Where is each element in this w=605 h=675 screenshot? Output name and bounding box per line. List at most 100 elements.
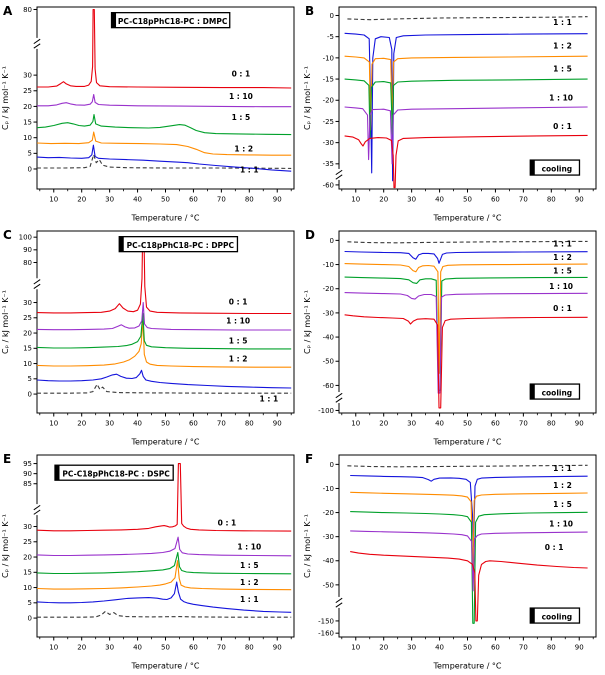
curve-label: 1 : 5 [229,336,248,345]
x-tick-label: 50 [161,196,170,204]
y-tick-label: 0 [28,165,32,173]
axis-break [34,278,40,290]
y-tick-label: -10 [323,485,334,493]
curve-label: 1 : 2 [553,481,572,490]
series-1:10 [36,301,292,331]
x-axis-label: Temperature / °C [130,662,199,671]
y-axis-label: Cₚ / kJ mol⁻¹ K⁻¹ [303,290,312,354]
y-tick-label: -30 [323,309,334,317]
cooling-label: cooling [542,164,573,173]
panel-letter: E [3,452,11,466]
y-tick-label: -50 [323,581,334,589]
y-axis-label: Cₚ / kJ mol⁻¹ K⁻¹ [1,514,10,578]
y-tick-label: -35 [323,160,334,168]
y-tick-label: -30 [323,533,334,541]
y-tick-label: -20 [323,285,334,293]
x-tick-label: 40 [133,644,142,652]
y-tick-label: 85 [23,480,32,488]
panel-F: 10 20 30 40 50 60 70 80 90 0 -10 -20 -30 -40 -50 -150 -1… [302,449,604,673]
x-tick-label: 20 [77,420,86,428]
y-tick-label: -60 [323,382,334,390]
series-1:1 [36,369,292,389]
curve-label: 0 : 1 [545,543,564,552]
curve-label: 1 : 1 [553,464,572,473]
x-tick-label: 50 [463,644,472,652]
panel-B-chart: 10 20 30 40 50 60 70 80 90 0 -5 -10 -15 -20 -25 -30 -35 -… [303,4,597,223]
series-1:5 [344,276,588,391]
series-1:5 [350,511,588,624]
series-reference [37,154,292,169]
y-axis-label: Cₚ / kJ mol⁻¹ K⁻¹ [1,66,10,130]
x-tick-label: 30 [407,420,416,428]
x-tick-label: 20 [379,420,388,428]
curve-label: 1 : 1 [553,18,572,27]
y-tick-label: 10 [23,584,32,592]
y-tick-label: 100 [19,234,32,242]
panel-F-chart: 10 20 30 40 50 60 70 80 90 0 -10 -20 -30 -40 -50 -150 -1… [303,452,597,671]
y-axis-label: Cₚ / kJ mol⁻¹ K⁻¹ [1,290,10,354]
x-tick-label: 90 [575,196,584,204]
x-tick-label: 90 [575,420,584,428]
y-tick-label: -150 [318,617,334,625]
curve-label: 0 : 1 [553,122,572,131]
x-tick-label: 40 [435,196,444,204]
y-tick-label: 80 [23,6,32,14]
y-tick-label: 10 [23,134,32,142]
x-tick-label: 70 [217,420,226,428]
y-tick-label: 0 [330,237,334,245]
y-tick-label: 25 [23,314,32,322]
x-tick-label: 90 [575,644,584,652]
panel-D: 10 20 30 40 50 60 70 80 90 0 -10 -20 -30 -40 -50 -60 -10… [302,225,604,449]
curve-label: 1 : 1 [260,395,279,404]
x-tick-label: 50 [463,196,472,204]
y-tick-label: -60 [323,181,334,189]
y-tick-label: -15 [323,75,334,83]
series-1:5 [344,78,588,139]
series-reference [347,464,588,468]
y-tick-label: 95 [23,460,32,468]
panel-letter: B [305,4,314,18]
curve-label: 1 : 2 [553,253,572,262]
y-tick-label: 30 [23,523,32,531]
y-tick-label: 0 [330,461,334,469]
x-tick-label: 20 [379,196,388,204]
x-tick-label: 80 [547,644,556,652]
curve-label: 1 : 5 [232,113,251,122]
x-tick-label: 10 [49,196,58,204]
series-1:10 [350,530,588,592]
cooling-label-accent-bar [530,160,535,176]
y-tick-label: 80 [23,259,32,267]
y-tick-label: 30 [23,299,32,307]
cooling-label-accent-bar [530,384,535,400]
x-tick-label: 60 [189,420,198,428]
y-tick-label: 0 [330,12,334,20]
title-box-label: PC-C18pPhC18-PC : DMPC [118,17,228,26]
curve-label: 0 : 1 [553,304,572,313]
x-tick-label: 10 [351,644,360,652]
curve-label: 1 : 5 [553,266,572,275]
panel-C-chart: 10 20 30 40 50 60 70 80 90 0 5 10 15 20 25 30 80 90 100 0 :… [1,228,295,447]
x-axis-label: Temperature / °C [130,214,199,223]
x-tick-label: 60 [189,644,198,652]
series-1:10 [344,106,588,165]
curve-label: 1 : 2 [234,144,253,153]
curve-label: 1 : 10 [549,520,573,529]
curve-label: 1 : 1 [240,595,259,604]
title-box-label: PC-C18pPhC18-PC : DPPC [127,241,235,250]
x-tick-label: 40 [435,420,444,428]
series-1:10 [37,93,292,108]
axis-break [34,37,40,49]
curve-label: 0 : 1 [229,297,248,306]
x-tick-label: 60 [491,420,500,428]
axis-break [34,504,40,516]
y-tick-label: 30 [23,72,32,80]
cooling-label-accent-bar [530,608,535,624]
series-1:10 [36,536,292,557]
panel-A-chart: 10 20 30 40 50 60 70 80 90 0 5 10 15 20 25 30 80 0 : 1 1 :… [1,4,295,223]
series-1:1 [36,581,292,613]
x-tick-label: 80 [245,196,254,204]
y-tick-label: 25 [23,87,32,95]
x-tick-label: 10 [351,420,360,428]
curve-label: 1 : 10 [549,282,573,291]
y-tick-label: 25 [23,538,32,546]
